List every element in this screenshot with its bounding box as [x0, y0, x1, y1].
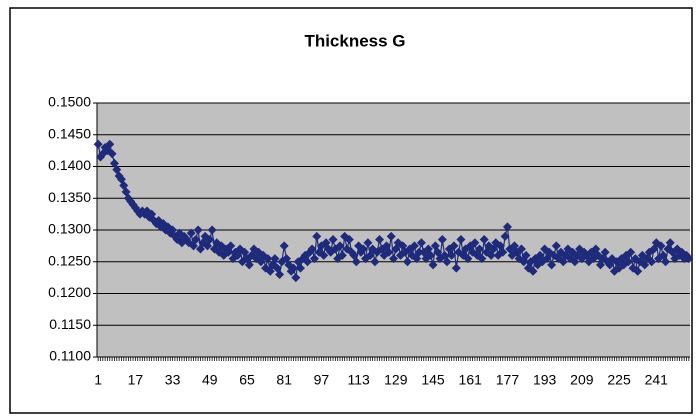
marker	[370, 257, 380, 267]
x-tick-label: 129	[384, 372, 408, 388]
marker	[521, 250, 531, 260]
y-tick-label: 0.1400	[48, 157, 91, 173]
marker	[309, 254, 319, 264]
marker	[207, 225, 217, 235]
marker	[551, 241, 561, 251]
x-tick-label: 241	[645, 372, 669, 388]
marker	[121, 187, 131, 197]
marker	[647, 257, 657, 267]
x-tick-label: 33	[165, 372, 181, 388]
marker	[193, 225, 203, 235]
marker	[500, 231, 510, 241]
y-tick-label: 0.1450	[48, 125, 91, 141]
marker	[442, 257, 452, 267]
marker	[107, 149, 117, 159]
y-tick-label: 0.1250	[48, 252, 91, 268]
marker	[186, 228, 196, 238]
x-tick-label: 1	[94, 372, 102, 388]
marker	[384, 247, 394, 257]
marker	[456, 235, 466, 245]
marker	[414, 247, 424, 257]
marker	[302, 257, 312, 267]
x-tick-label: 17	[128, 372, 144, 388]
marker	[447, 250, 457, 260]
marker	[463, 254, 473, 264]
marker	[275, 269, 285, 279]
marker	[263, 254, 273, 264]
marker	[337, 250, 347, 260]
marker	[191, 235, 201, 245]
marker	[626, 247, 636, 257]
x-tick-label: 97	[314, 372, 330, 388]
marker	[656, 241, 666, 251]
marker	[344, 235, 354, 245]
marker	[295, 263, 305, 273]
chart-title: Thickness G	[304, 31, 405, 50]
marker	[386, 231, 396, 241]
marker	[661, 257, 671, 267]
marker	[451, 263, 461, 273]
marker	[477, 254, 487, 264]
y-tick-label: 0.1200	[48, 284, 91, 300]
marker	[437, 235, 447, 245]
marker	[409, 241, 419, 251]
marker	[502, 222, 512, 232]
marker	[633, 266, 643, 276]
marker	[416, 238, 426, 248]
x-tick-label: 113	[347, 372, 370, 388]
marker	[351, 257, 361, 267]
marker	[319, 250, 329, 260]
y-tick-label: 0.1300	[48, 221, 91, 237]
y-tick-label: 0.1100	[49, 348, 91, 364]
marker	[226, 241, 236, 251]
y-tick-label: 0.1150	[49, 316, 91, 332]
marker	[247, 250, 257, 260]
marker	[244, 260, 254, 270]
y-tick-label: 0.1500	[48, 94, 91, 110]
x-tick-label: 49	[202, 372, 218, 388]
marker	[428, 260, 438, 270]
marker	[312, 231, 322, 241]
x-tick-label: 65	[239, 372, 255, 388]
marker	[279, 241, 289, 251]
marker	[358, 244, 368, 254]
marker	[270, 254, 280, 264]
marker	[335, 241, 345, 251]
x-tick-label: 161	[459, 372, 483, 388]
x-tick-label: 193	[533, 372, 557, 388]
marker	[528, 266, 538, 276]
marker	[328, 235, 338, 245]
marker	[475, 244, 485, 254]
marker	[291, 273, 301, 283]
marker	[498, 247, 508, 257]
marker	[516, 244, 526, 254]
marker	[600, 247, 610, 257]
marker	[289, 263, 299, 273]
marker	[389, 254, 398, 264]
marker	[93, 139, 103, 149]
marker	[505, 244, 515, 254]
x-tick-label: 177	[496, 372, 520, 388]
marker	[402, 257, 412, 267]
marker	[665, 238, 675, 248]
x-tick-label: 145	[421, 372, 445, 388]
marker	[449, 241, 459, 251]
marker	[547, 260, 557, 270]
x-tick-label: 81	[276, 372, 292, 388]
marker	[375, 235, 385, 245]
x-tick-label: 225	[607, 372, 631, 388]
marker	[684, 254, 694, 264]
marker	[363, 238, 373, 248]
marker	[205, 235, 215, 245]
marker	[470, 238, 480, 248]
marker	[479, 235, 489, 245]
marker	[105, 139, 115, 149]
marker	[426, 250, 436, 260]
y-tick-label: 0.1350	[48, 189, 91, 205]
marker	[307, 244, 317, 254]
x-tick-label: 209	[570, 372, 594, 388]
marker	[623, 257, 633, 267]
